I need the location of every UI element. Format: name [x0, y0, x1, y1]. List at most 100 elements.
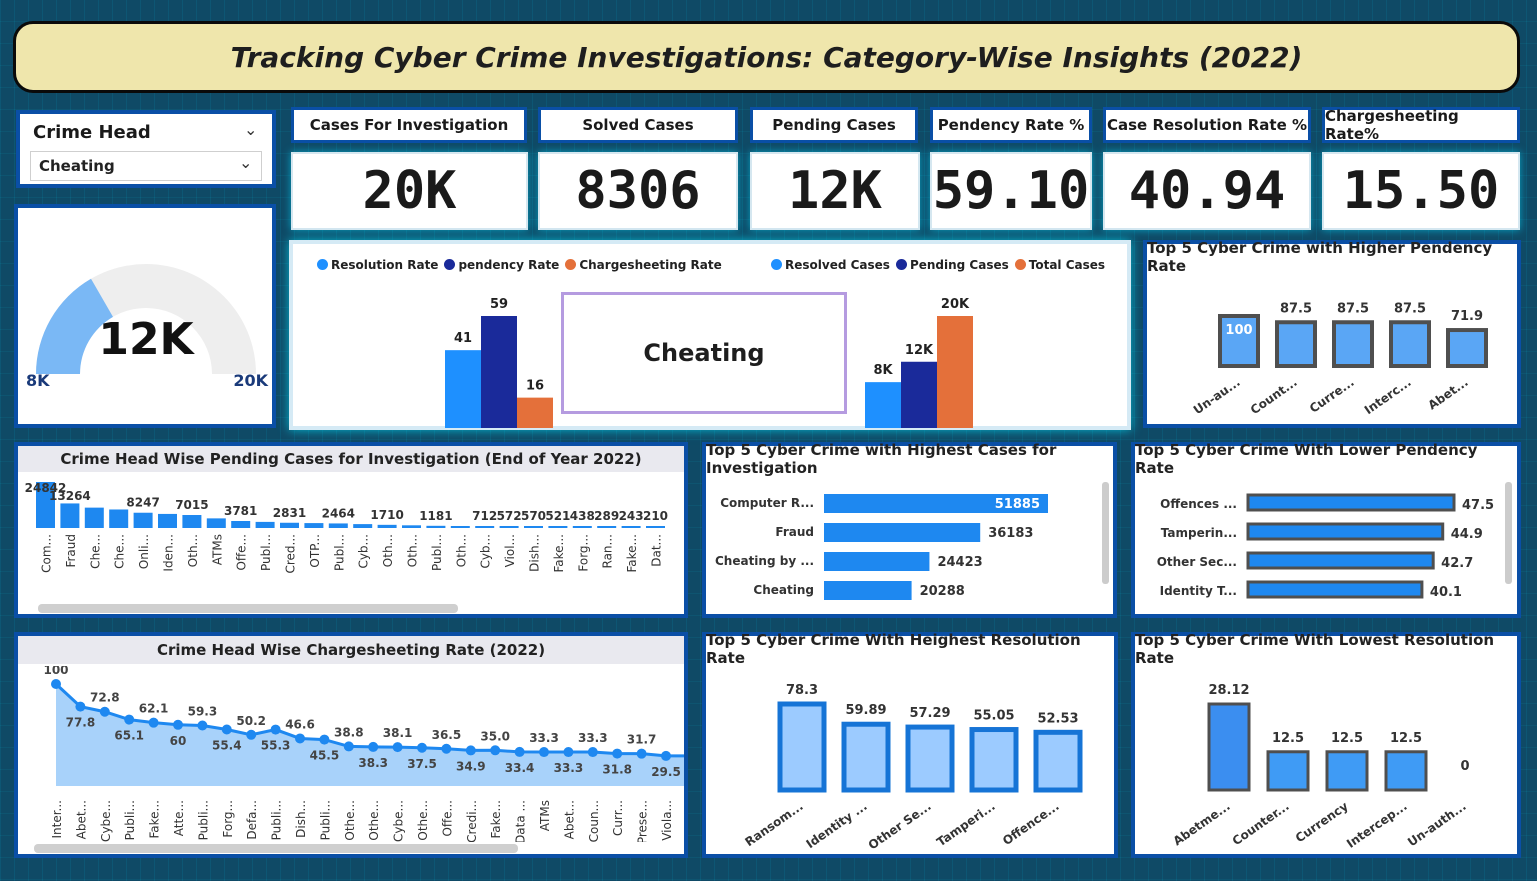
bar	[231, 520, 251, 528]
category-label: Cybe...	[392, 800, 406, 842]
data-label: 8K	[873, 363, 893, 378]
highest-resolution-panel: Top 5 Cyber Crime With Heighest Resoluti…	[702, 631, 1118, 858]
bar	[1218, 314, 1260, 368]
category-label: ATMs	[538, 800, 552, 831]
category-label: OTP...	[308, 534, 322, 568]
horizontal-scrollbar[interactable]	[38, 604, 458, 613]
crime-head-slicer[interactable]: Crime Head ⌄ Cheating ⌄	[16, 110, 276, 188]
data-label: 33.4	[505, 761, 535, 775]
rates-and-cases-panel: Resolution Rate pendency Rate Chargeshee…	[289, 240, 1131, 430]
category-label: Un-auth...	[1405, 799, 1469, 849]
data-point	[173, 719, 183, 730]
gauge-svg: 12K 8K 20K	[26, 264, 269, 390]
bar	[597, 526, 617, 528]
data-label: 24423	[937, 555, 982, 570]
slicer-dropdown[interactable]: Cheating ⌄	[30, 151, 262, 181]
data-point	[417, 742, 427, 753]
data-label: 87.5	[1337, 301, 1369, 316]
category-label: Interc...	[1362, 375, 1414, 417]
data-point	[612, 748, 623, 759]
data-label: 41	[454, 331, 472, 346]
bar	[481, 316, 517, 428]
bar	[548, 526, 568, 528]
data-label: 16	[526, 379, 544, 394]
category-label: Oth...	[186, 534, 200, 567]
data-point	[368, 741, 379, 752]
data-label: 570	[521, 509, 546, 523]
bar	[353, 524, 373, 528]
dashboard-title: Tracking Cyber Crime Investigations: Cat…	[230, 40, 1303, 74]
category-label: Identity T...	[1160, 584, 1237, 598]
category-label: Forg...	[576, 534, 590, 572]
data-label: 35.0	[480, 729, 510, 743]
data-label: 28.12	[1208, 683, 1249, 698]
kpi-value-chargesheeting-rate: 15.50	[1322, 152, 1520, 230]
bar	[937, 316, 973, 428]
bar	[824, 581, 912, 600]
category-label: Publi...	[318, 800, 332, 840]
data-point	[587, 747, 598, 758]
vertical-scrollbar[interactable]	[1505, 482, 1512, 584]
data-point	[51, 679, 61, 689]
data-label: 3781	[224, 504, 257, 518]
kpi-value-cases-for-investigation: 20K	[291, 152, 528, 230]
gauge-min: 8K	[26, 371, 50, 390]
highest-resolution-title: Top 5 Cyber Crime With Heighest Resoluti…	[706, 631, 1114, 667]
bar	[572, 526, 592, 528]
data-point	[514, 746, 525, 757]
kpi-label-case-resolution-rate: Case Resolution Rate %	[1103, 107, 1311, 143]
horizontal-scrollbar[interactable]	[34, 844, 518, 853]
bar	[255, 521, 275, 528]
bar	[824, 552, 930, 571]
category-label: Cyb...	[479, 534, 493, 569]
data-point	[539, 747, 549, 758]
category-label: Abet...	[562, 800, 576, 839]
data-label: 12.5	[1331, 731, 1363, 746]
data-point	[441, 743, 452, 754]
bar	[824, 494, 1048, 513]
data-label: 29.5	[651, 765, 681, 779]
category-label: Che...	[88, 534, 102, 569]
bar	[777, 701, 827, 793]
category-label: Offence...	[1000, 799, 1062, 848]
data-label: 45.5	[310, 749, 340, 763]
data-label: 12K	[905, 343, 934, 358]
data-label: 36.5	[432, 728, 462, 742]
data-label: 62.1	[139, 702, 169, 716]
data-label: 33.3	[578, 731, 608, 745]
data-label: 8247	[126, 496, 159, 510]
data-label: 0	[1460, 759, 1469, 774]
bar	[1389, 320, 1431, 368]
category-label: Publi...	[270, 800, 284, 840]
data-label: 72.8	[90, 691, 120, 705]
bar	[445, 350, 481, 428]
category-label: Publi...	[123, 800, 137, 840]
bar	[1325, 750, 1369, 792]
data-point	[246, 729, 257, 740]
bar	[499, 526, 519, 528]
category-label: Offe...	[235, 534, 249, 571]
vertical-scrollbar[interactable]	[1102, 482, 1109, 584]
data-label: 55.4	[212, 738, 242, 752]
data-point	[563, 747, 574, 758]
data-label: 31.7	[627, 733, 657, 747]
category-label: Atte...	[172, 800, 186, 836]
chargesheeting-panel: Crime Head Wise Chargesheeting Rate (202…	[14, 632, 688, 858]
legend-item: Resolution Rate	[317, 258, 438, 272]
bar	[109, 509, 129, 528]
data-point	[636, 748, 647, 759]
category-label: Other Se...	[866, 799, 934, 852]
slicer-label: Crime Head	[33, 122, 151, 143]
chevron-down-icon[interactable]: ⌄	[239, 153, 253, 172]
rates-legend: Resolution Rate pendency Rate Chargeshee…	[317, 258, 722, 272]
data-label: 20288	[920, 584, 965, 599]
data-label: 59.89	[845, 703, 886, 718]
dashboard-title-bar: Tracking Cyber Crime Investigations: Cat…	[13, 21, 1520, 93]
bar	[1207, 702, 1251, 792]
data-point	[221, 724, 232, 735]
bar	[182, 515, 202, 528]
data-label: 87.5	[1280, 301, 1312, 316]
data-label: 38.8	[334, 725, 364, 739]
kpi-label-cases-for-investigation: Cases For Investigation	[291, 107, 527, 143]
chevron-down-icon[interactable]: ⌄	[244, 120, 258, 139]
